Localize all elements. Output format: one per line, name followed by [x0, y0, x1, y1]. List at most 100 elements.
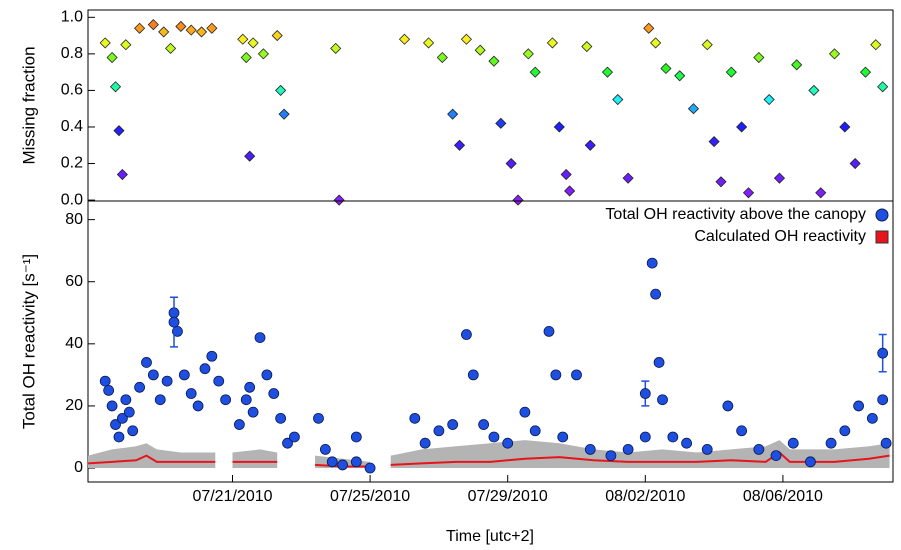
y-axis-label: Missing fraction — [19, 46, 38, 164]
data-point — [141, 357, 152, 368]
diamond-marker — [763, 93, 775, 106]
diamond-marker — [195, 26, 208, 38]
diamond-marker — [333, 194, 345, 206]
diamond-marker — [622, 172, 634, 184]
diamond-marker — [106, 51, 118, 64]
diamond-marker — [839, 121, 851, 133]
x-tick-label: 08/02/2010 — [605, 488, 685, 505]
data-point — [646, 257, 658, 269]
diamond-marker — [495, 117, 507, 129]
data-point — [657, 394, 668, 406]
diamond-marker — [715, 176, 727, 188]
diamond-marker — [237, 33, 249, 45]
diamond-marker — [601, 66, 614, 78]
diamond-marker — [546, 37, 558, 49]
diamond-marker — [271, 30, 283, 42]
data-point — [120, 394, 132, 406]
data-point — [206, 350, 218, 362]
data-point — [350, 456, 362, 468]
diamond-marker — [612, 93, 624, 106]
y-tick-label: 0.6 — [61, 82, 83, 99]
diamond-marker — [278, 108, 290, 120]
x-tick-label: 07/21/2010 — [192, 488, 272, 505]
data-point — [326, 456, 338, 468]
y-tick-label: 60 — [65, 273, 83, 290]
data-point — [244, 381, 256, 393]
data-point — [261, 369, 273, 381]
diamond-marker — [828, 48, 841, 60]
diamond-marker — [674, 70, 686, 82]
plot-frame — [87, 9, 894, 202]
diamond-marker — [581, 40, 593, 53]
data-point — [172, 326, 183, 337]
data-point — [103, 385, 115, 396]
data-point — [650, 288, 662, 300]
diamond-marker — [113, 125, 125, 137]
diamond-marker — [701, 39, 713, 51]
data-point — [106, 400, 118, 412]
y-tick-label: 40 — [65, 335, 83, 352]
diamond-marker — [643, 22, 655, 34]
diamond-marker — [206, 22, 218, 34]
diamond-marker — [877, 81, 889, 93]
diamond-marker — [584, 139, 596, 151]
data-point — [805, 456, 816, 468]
diamond-marker — [247, 37, 259, 49]
legend-label: Calculated OH reactivity — [694, 228, 866, 245]
diamond-marker — [99, 37, 111, 49]
diamond-marker — [330, 42, 342, 54]
error-point — [877, 347, 889, 359]
data-point — [240, 394, 252, 406]
data-point — [825, 437, 837, 449]
diamond-marker — [742, 187, 755, 199]
data-point — [839, 425, 851, 437]
diamond-marker — [158, 26, 170, 38]
data-point — [154, 394, 166, 406]
diamond-marker — [564, 185, 576, 197]
data-point — [722, 400, 734, 412]
data-point — [433, 425, 445, 437]
y-tick-label: 0.4 — [61, 118, 83, 135]
diamond-marker — [529, 66, 541, 78]
data-point — [488, 431, 500, 443]
data-point — [123, 406, 135, 418]
diamond-marker — [808, 84, 820, 96]
diamond-marker — [512, 194, 524, 206]
data-point — [853, 400, 864, 412]
data-point — [605, 450, 617, 462]
diamond-marker — [773, 172, 786, 184]
data-point — [178, 369, 190, 381]
diamond-marker — [453, 139, 466, 151]
data-point — [584, 443, 596, 455]
data-point — [220, 394, 232, 406]
data-point — [319, 443, 331, 455]
data-point — [461, 329, 472, 340]
data-point — [502, 437, 514, 449]
diamond-marker — [849, 157, 861, 170]
data-point — [313, 412, 324, 424]
diamond-marker — [488, 55, 500, 67]
data-point — [667, 431, 679, 443]
diamond-marker — [423, 37, 435, 49]
diamond-marker — [725, 66, 737, 78]
diamond-marker — [660, 62, 672, 75]
data-point — [681, 437, 692, 449]
diamond-marker — [257, 48, 270, 60]
data-point — [478, 419, 490, 430]
plot-frame — [87, 200, 894, 483]
data-point — [753, 443, 765, 455]
data-point — [254, 332, 266, 344]
diamond-marker — [753, 51, 765, 64]
data-point — [282, 437, 293, 449]
data-point — [110, 419, 121, 430]
data-point — [653, 357, 665, 368]
data-point — [787, 437, 799, 449]
data-point — [185, 388, 197, 399]
diamond-marker — [560, 168, 572, 181]
error-point — [639, 388, 651, 399]
calculated-line — [87, 451, 890, 468]
data-point — [701, 443, 713, 455]
uncertainty-band — [88, 443, 216, 469]
y-tick-label: 0.2 — [61, 155, 83, 172]
legend-marker — [875, 230, 889, 244]
